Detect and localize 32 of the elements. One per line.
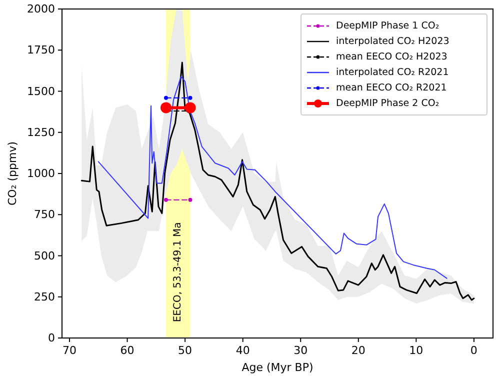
y-tick-label: 0: [48, 332, 55, 344]
point: [188, 96, 192, 100]
y-tick-label: 1000: [27, 167, 55, 180]
x-tick-label: 60: [120, 344, 134, 357]
legend-label: DeepMIP Phase 1 CO₂: [336, 20, 440, 32]
y-tick-label: 1750: [27, 44, 55, 57]
legend-label: mean EECO CO₂ H2023: [336, 52, 448, 62]
legend-label: DeepMIP Phase 2 CO₂: [336, 98, 440, 109]
y-axis-title: CO₂ (ppmv): [6, 141, 19, 206]
point: [160, 102, 172, 114]
point: [164, 198, 168, 202]
point: [164, 96, 168, 100]
point: [184, 102, 196, 114]
y-tick-label: 1500: [27, 84, 55, 98]
x-tick-label: 30: [294, 344, 308, 357]
x-tick-label: 50: [178, 344, 192, 357]
legend-label: interpolated CO₂ H2023: [336, 36, 450, 47]
y-tick-label: 2000: [27, 2, 55, 16]
x-tick-label: 0: [470, 344, 478, 357]
x-tick-label: 70: [62, 344, 77, 357]
x-axis-title: Age (Myr BP): [242, 361, 314, 374]
y-tick-label: 1250: [27, 126, 55, 139]
point: [188, 198, 192, 202]
y-tick-label: 500: [34, 249, 55, 262]
x-tick-label: 40: [236, 344, 250, 357]
y-tick-label: 750: [34, 208, 55, 222]
x-tick-label: 20: [351, 344, 366, 357]
legend-label: mean EECO CO₂ R2021: [336, 82, 447, 94]
x-tick-label: 10: [409, 344, 424, 357]
band-label: EECO, 53.3-49.1 Ma: [172, 222, 184, 322]
legend-label: interpolated CO₂ R2021: [336, 67, 449, 78]
y-tick-label: 250: [34, 290, 55, 304]
